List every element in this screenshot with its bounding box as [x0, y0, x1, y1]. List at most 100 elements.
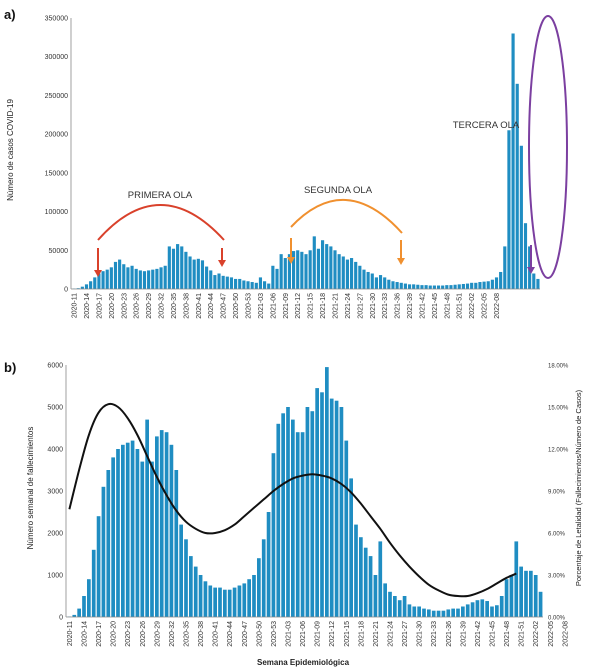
panel-b-y-tick-label: 4000	[47, 447, 63, 454]
panel-b-x-tick-label: 2021-15	[344, 621, 351, 647]
panel-b-x-tick-label: 2020-23	[125, 621, 132, 647]
panel-a-x-tick-label: 2022-05	[482, 293, 489, 319]
panel-b-bar	[325, 367, 329, 617]
panel-b-bar	[145, 419, 149, 617]
panel-b-x-tick-label: 2020-26	[140, 621, 147, 647]
panel-a-bar	[416, 284, 420, 289]
panel-b-bar	[150, 461, 154, 617]
panel-b-y2-axis-title: Porcentaje de Letalidad (Fallecimientos/…	[574, 389, 583, 586]
panel-a-bar	[209, 270, 213, 289]
panel-a-x-tick-label: 2020-41	[196, 293, 203, 319]
panel-a-x-tick-label: 2021-30	[370, 293, 377, 319]
panel-b-bar	[266, 512, 271, 617]
panel-a-y-tick-label: 300000	[45, 54, 68, 61]
panel-a-bar	[283, 258, 287, 289]
primera-ola-arc	[97, 204, 225, 241]
panel-b-bar	[72, 614, 77, 617]
panel-b-label: b)	[4, 360, 16, 375]
panel-a-bar	[292, 251, 296, 289]
panel-b-bar	[499, 596, 504, 617]
panel-b-bar	[164, 432, 169, 617]
panel-a-label: a)	[4, 7, 16, 22]
panel-b-bar	[155, 436, 159, 617]
panel-b-bar	[252, 575, 256, 617]
panel-a-bar	[93, 277, 97, 289]
panel-a-bar	[316, 248, 320, 289]
panel-b-bar	[407, 604, 412, 617]
panel-b-x-tick-label: 2020-38	[198, 621, 205, 647]
panel-a-bar	[180, 246, 184, 289]
panel-b-y2-tick-label: 18.00%	[548, 364, 569, 370]
panel-a-bar	[333, 250, 337, 289]
panel-b-x-tick-label: 2021-36	[446, 621, 453, 647]
panel-b-x-tick-label: 2020-50	[256, 621, 263, 647]
panel-a-x-tick-label: 2022-08	[494, 293, 501, 319]
panel-b-bar	[305, 407, 310, 617]
panel-a-y-tick-label: 100000	[45, 209, 68, 216]
panel-b-bar	[339, 407, 344, 617]
panel-b-bar	[96, 516, 101, 617]
panel-b-bar	[422, 608, 426, 617]
panel-a-bar	[320, 240, 325, 289]
panel-a-bar	[349, 258, 354, 289]
panel-b-y-tick-label: 1000	[47, 573, 63, 580]
panel-a-bar	[449, 285, 453, 289]
segunda-ola-arrowhead-right	[397, 258, 405, 265]
panel-a-bar	[453, 284, 457, 289]
panel-b-x-tick-label: 2021-45	[490, 621, 497, 647]
panel-b-bar	[169, 444, 174, 617]
panel-b-bar	[329, 398, 334, 617]
panel-b-y2-ticks: 0.00% 3.00% 6.00% 9.00% 12.00% 15.00% 18.00%	[548, 364, 569, 622]
panel-b-y-tick-label: 0	[59, 615, 63, 622]
panel-b-bar	[451, 608, 455, 617]
panel-b-bar	[281, 413, 285, 617]
panel-b-y2-tick-label: 6.00%	[548, 532, 566, 538]
panel-b-bar	[179, 524, 183, 617]
panel-a-y-tick-label: 50000	[49, 248, 69, 255]
panel-b-bar	[368, 556, 373, 617]
panel-a-y-tick-label: 350000	[45, 16, 68, 23]
panel-b-bar	[461, 606, 465, 617]
panel-a-bar	[287, 254, 292, 289]
panel-b-x-tick-label: 2020-11	[67, 621, 74, 646]
panel-a-bar	[461, 283, 465, 289]
panel-a-bar	[511, 33, 515, 289]
panel-b-y-tick-label: 3000	[47, 489, 63, 496]
panel-b-bar	[417, 606, 421, 617]
panel-b-bar	[189, 556, 193, 617]
panel-b-bar	[373, 575, 378, 617]
panel-a-bar	[465, 283, 470, 289]
tercera-ola-label: TERCERA OLA	[453, 120, 520, 131]
panel-b-letalidad-line	[68, 402, 517, 598]
panel-b-bar	[198, 575, 203, 617]
primera-ola-label: PRIMERA OLA	[128, 190, 193, 201]
panel-b-bar	[257, 558, 261, 617]
panel-b-bar	[91, 549, 96, 617]
panel-a-y-tick-label: 250000	[45, 93, 68, 100]
panel-b-bar	[485, 601, 489, 617]
panel-a-bar	[118, 259, 122, 289]
panel-b-y-axis-title: Número semanal de fallecimientos	[26, 427, 35, 550]
panel-b-bar	[465, 604, 470, 617]
panel-a-bar	[532, 273, 536, 289]
panel-a-y-tick-label: 150000	[45, 170, 68, 177]
panel-b-bar	[174, 470, 179, 617]
panel-a-bar	[84, 284, 89, 289]
panel-a-bar	[494, 277, 499, 289]
panel-b-bar	[431, 610, 436, 617]
panel-b-x-tick-label: 2021-09	[315, 621, 322, 647]
panel-a-bar	[296, 250, 300, 289]
panel-a-bar	[138, 270, 142, 289]
panel-a-bar	[176, 244, 180, 289]
panel-a-bar	[89, 281, 93, 289]
panel-b-x-tick-label: 2021-21	[373, 621, 380, 647]
panel-b-bar	[276, 423, 281, 617]
letalidad-curve	[68, 402, 517, 598]
panel-a-bar	[163, 265, 167, 289]
panel-b-bar	[77, 608, 81, 617]
panel-a-bar	[428, 285, 432, 289]
panel-b-bar	[514, 541, 519, 617]
panel-b-bar	[223, 589, 227, 617]
panel-a-bar	[126, 267, 130, 289]
panel-a-bar	[519, 145, 523, 289]
